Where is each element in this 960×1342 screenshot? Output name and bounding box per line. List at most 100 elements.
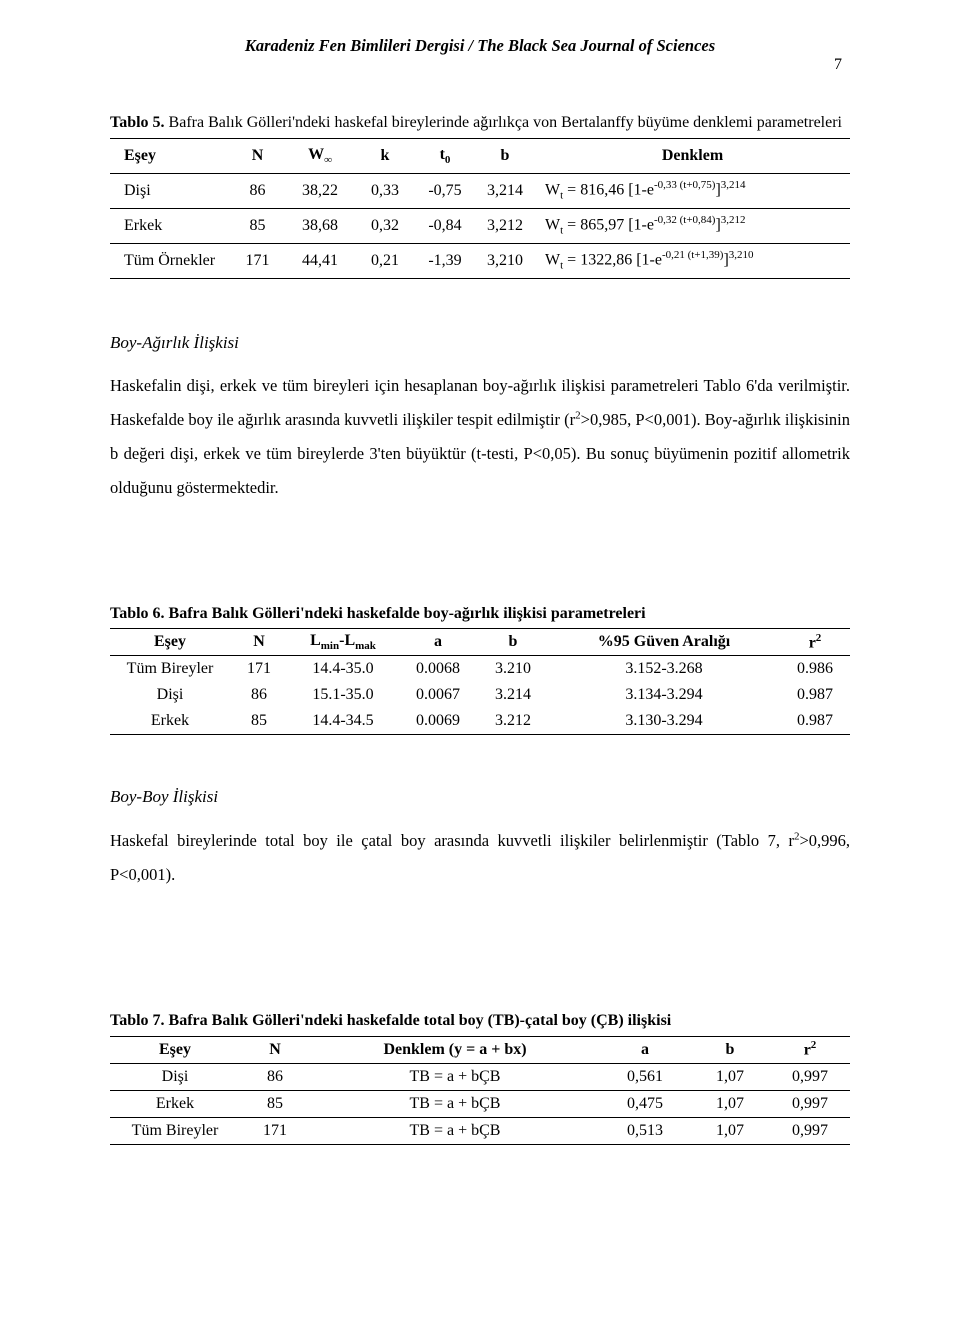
- cell: TB = a + bÇB: [310, 1063, 600, 1090]
- paragraph-boy-agirlik: Haskefalin dişi, erkek ve tüm bireyleri …: [110, 369, 850, 504]
- table6-h-lminmak: Lmin-Lmak: [288, 629, 398, 656]
- table5-caption: Tablo 5. Bafra Balık Gölleri'ndeki haske…: [110, 112, 850, 134]
- table7-h-n: N: [240, 1036, 310, 1063]
- para2-a: Haskefal bireylerinde total boy ile çata…: [110, 831, 794, 850]
- cell: 85: [230, 208, 285, 243]
- table7-h-denklem: Denklem (y = a + bx): [310, 1036, 600, 1063]
- table6-h-b: b: [478, 629, 548, 656]
- table5-h-t0: t0: [415, 138, 475, 173]
- section-heading-boy-boy: Boy-Boy İlişkisi: [110, 787, 850, 807]
- cell: Erkek: [110, 208, 230, 243]
- table5: Eşey N W∞ k t0 b Denklem Dişi 86 38,22 0…: [110, 138, 850, 279]
- cell: Erkek: [110, 1090, 240, 1117]
- cell: 171: [240, 1117, 310, 1144]
- cell: 0,513: [600, 1117, 690, 1144]
- cell: 14.4-34.5: [288, 708, 398, 735]
- cell: 85: [230, 708, 288, 735]
- table6-h-r2: r2: [780, 629, 850, 656]
- table-row: Dişi 86 38,22 0,33 -0,75 3,214 Wt = 816,…: [110, 173, 850, 208]
- cell: 14.4-35.0: [288, 656, 398, 683]
- cell: 3.214: [478, 682, 548, 708]
- cell: Tüm Bireyler: [110, 1117, 240, 1144]
- table6-h-ci: %95 Güven Aralığı: [548, 629, 780, 656]
- cell: 3.130-3.294: [548, 708, 780, 735]
- table-row: Dişi 86 TB = a + bÇB 0,561 1,07 0,997: [110, 1063, 850, 1090]
- table5-h-winf: W∞: [285, 138, 355, 173]
- table6-caption-text: Tablo 6. Bafra Balık Gölleri'ndeki haske…: [110, 605, 646, 622]
- cell: 3.134-3.294: [548, 682, 780, 708]
- cell: 0.0068: [398, 656, 478, 683]
- cell: 3.152-3.268: [548, 656, 780, 683]
- page-number: 7: [834, 56, 842, 74]
- cell: Dişi: [110, 1063, 240, 1090]
- equation-cell: Wt = 1322,86 [1-e-0,21 (t+1,39)]3,210: [535, 243, 850, 278]
- cell: 3,214: [475, 173, 535, 208]
- cell: 0,32: [355, 208, 415, 243]
- cell: 0.986: [780, 656, 850, 683]
- cell: 15.1-35.0: [288, 682, 398, 708]
- cell: 3.210: [478, 656, 548, 683]
- table5-caption-label: Tablo 5.: [110, 114, 165, 131]
- cell: 0,33: [355, 173, 415, 208]
- paragraph-boy-boy: Haskefal bireylerinde total boy ile çata…: [110, 824, 850, 892]
- cell: 0,997: [770, 1090, 850, 1117]
- table-row: Dişi 86 15.1-35.0 0.0067 3.214 3.134-3.2…: [110, 682, 850, 708]
- cell: 0,21: [355, 243, 415, 278]
- table6-header-row: Eşey N Lmin-Lmak a b %95 Güven Aralığı r…: [110, 629, 850, 656]
- cell: 3.212: [478, 708, 548, 735]
- table-row: Tüm Bireyler 171 14.4-35.0 0.0068 3.210 …: [110, 656, 850, 683]
- cell: TB = a + bÇB: [310, 1117, 600, 1144]
- cell: -0,84: [415, 208, 475, 243]
- table7-h-r2: r2: [770, 1036, 850, 1063]
- table5-h-n: N: [230, 138, 285, 173]
- cell: 0.0069: [398, 708, 478, 735]
- cell: Erkek: [110, 708, 230, 735]
- cell: TB = a + bÇB: [310, 1090, 600, 1117]
- cell: 1,07: [690, 1117, 770, 1144]
- cell: 0,561: [600, 1063, 690, 1090]
- table7-caption-text: Tablo 7. Bafra Balık Gölleri'ndeki haske…: [110, 1012, 671, 1029]
- equation-cell: Wt = 865,97 [1-e-0,32 (t+0,84)]3,212: [535, 208, 850, 243]
- cell: 0,475: [600, 1090, 690, 1117]
- equation-cell: Wt = 816,46 [1-e-0,33 (t+0,75)]3,214: [535, 173, 850, 208]
- table5-h-denklem: Denklem: [535, 138, 850, 173]
- table5-header-row: Eşey N W∞ k t0 b Denklem: [110, 138, 850, 173]
- table7-h-a: a: [600, 1036, 690, 1063]
- cell: 86: [230, 173, 285, 208]
- cell: Tüm Bireyler: [110, 656, 230, 683]
- table-row: Erkek 85 TB = a + bÇB 0,475 1,07 0,997: [110, 1090, 850, 1117]
- cell: 0,997: [770, 1063, 850, 1090]
- table5-h-b: b: [475, 138, 535, 173]
- cell: -0,75: [415, 173, 475, 208]
- cell: 1,07: [690, 1063, 770, 1090]
- table7-caption: Tablo 7. Bafra Balık Gölleri'ndeki haske…: [110, 1010, 850, 1032]
- cell: 38,22: [285, 173, 355, 208]
- table6: Eşey N Lmin-Lmak a b %95 Güven Aralığı r…: [110, 628, 850, 735]
- table5-caption-text: Bafra Balık Gölleri'ndeki haskefal birey…: [165, 114, 842, 131]
- table-row: Tüm Bireyler 171 TB = a + bÇB 0,513 1,07…: [110, 1117, 850, 1144]
- table6-h-esey: Eşey: [110, 629, 230, 656]
- table-row: Erkek 85 14.4-34.5 0.0069 3.212 3.130-3.…: [110, 708, 850, 735]
- cell: 38,68: [285, 208, 355, 243]
- cell: 0,997: [770, 1117, 850, 1144]
- cell: 171: [230, 656, 288, 683]
- table7: Eşey N Denklem (y = a + bx) a b r2 Dişi …: [110, 1036, 850, 1145]
- table7-h-esey: Eşey: [110, 1036, 240, 1063]
- cell: 85: [240, 1090, 310, 1117]
- table7-h-b: b: [690, 1036, 770, 1063]
- cell: 86: [230, 682, 288, 708]
- table7-header-row: Eşey N Denklem (y = a + bx) a b r2: [110, 1036, 850, 1063]
- cell: 0.987: [780, 708, 850, 735]
- cell: Tüm Örnekler: [110, 243, 230, 278]
- cell: Dişi: [110, 682, 230, 708]
- table5-h-k: k: [355, 138, 415, 173]
- table6-h-a: a: [398, 629, 478, 656]
- table6-h-n: N: [230, 629, 288, 656]
- cell: 86: [240, 1063, 310, 1090]
- cell: 0.987: [780, 682, 850, 708]
- table6-caption: Tablo 6. Bafra Balık Gölleri'ndeki haske…: [110, 603, 850, 625]
- cell: 44,41: [285, 243, 355, 278]
- journal-title: Karadeniz Fen Bimlileri Dergisi / The Bl…: [110, 36, 850, 56]
- cell: -1,39: [415, 243, 475, 278]
- cell: 3,212: [475, 208, 535, 243]
